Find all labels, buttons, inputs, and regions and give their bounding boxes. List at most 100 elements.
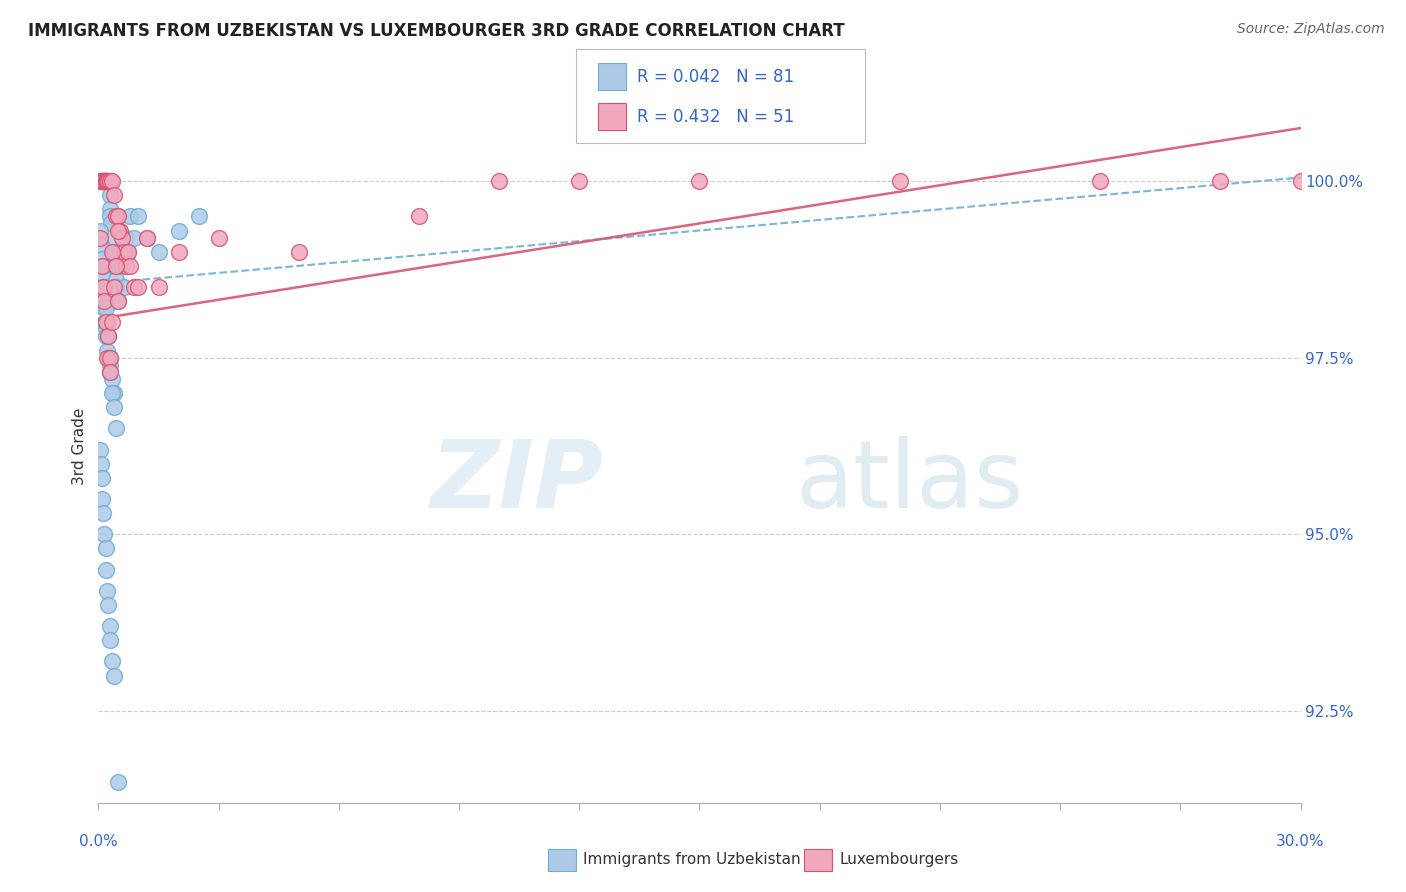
Point — [101, 244, 124, 259]
Point — [91, 259, 114, 273]
Point — [94, 315, 117, 329]
Point — [689, 174, 711, 188]
Point — [120, 210, 142, 224]
Point — [91, 506, 114, 520]
Point — [96, 583, 118, 598]
Point — [167, 244, 190, 259]
Point — [93, 301, 115, 316]
Point — [89, 223, 111, 237]
Text: R = 0.432   N = 51: R = 0.432 N = 51 — [637, 108, 794, 126]
Point — [91, 471, 114, 485]
Point — [96, 315, 118, 329]
Point — [96, 174, 118, 188]
Point — [103, 400, 125, 414]
Point — [89, 174, 111, 188]
Point — [103, 188, 125, 202]
Point — [98, 188, 121, 202]
Y-axis label: 3rd Grade: 3rd Grade — [72, 408, 87, 484]
Point — [91, 491, 114, 506]
Point — [97, 174, 120, 188]
Text: Source: ZipAtlas.com: Source: ZipAtlas.com — [1237, 22, 1385, 37]
Point — [93, 174, 115, 188]
Point — [103, 668, 125, 682]
Point — [1209, 174, 1232, 188]
Point — [288, 244, 311, 259]
Text: 30.0%: 30.0% — [1277, 834, 1324, 849]
Point — [94, 174, 117, 188]
Point — [889, 174, 911, 188]
Point — [94, 174, 117, 188]
Point — [90, 259, 112, 273]
Point — [91, 174, 114, 188]
Point — [105, 421, 128, 435]
Point — [148, 244, 170, 259]
Point — [100, 633, 122, 648]
Point — [97, 174, 120, 188]
Point — [100, 210, 122, 224]
Point — [187, 210, 209, 224]
Point — [97, 329, 120, 343]
Point — [96, 174, 118, 188]
Point — [98, 174, 121, 188]
Point — [100, 174, 122, 188]
Point — [107, 210, 129, 224]
Point — [91, 280, 114, 294]
Point — [89, 442, 111, 457]
Point — [100, 365, 122, 379]
Point — [568, 174, 591, 188]
Point — [98, 358, 121, 372]
Point — [135, 230, 157, 244]
Point — [111, 230, 134, 244]
Point — [96, 343, 118, 358]
Point — [107, 223, 129, 237]
Point — [115, 230, 138, 244]
Point — [89, 230, 111, 244]
Point — [93, 174, 115, 188]
Point — [101, 230, 124, 244]
Point — [208, 230, 231, 244]
Point — [135, 230, 157, 244]
Point — [93, 294, 115, 309]
Point — [93, 174, 115, 188]
Point — [94, 174, 117, 188]
Point — [124, 280, 146, 294]
Point — [124, 230, 146, 244]
Point — [91, 252, 114, 266]
Point — [94, 174, 117, 188]
Point — [98, 351, 121, 365]
Point — [94, 541, 117, 556]
Text: ZIP: ZIP — [430, 435, 603, 528]
Point — [101, 372, 124, 386]
Point — [97, 351, 120, 365]
Point — [93, 294, 115, 309]
Point — [91, 174, 114, 188]
Point — [90, 174, 112, 188]
Point — [115, 259, 138, 273]
Point — [98, 351, 121, 365]
Point — [93, 280, 115, 294]
Point — [103, 244, 125, 259]
Text: IMMIGRANTS FROM UZBEKISTAN VS LUXEMBOURGER 3RD GRADE CORRELATION CHART: IMMIGRANTS FROM UZBEKISTAN VS LUXEMBOURG… — [28, 22, 845, 40]
Point — [167, 223, 190, 237]
Point — [96, 174, 118, 188]
Point — [98, 619, 121, 633]
Point — [114, 244, 136, 259]
Point — [89, 174, 111, 188]
Point — [90, 237, 112, 252]
Point — [111, 259, 134, 273]
Point — [128, 210, 150, 224]
Point — [107, 294, 129, 309]
Point — [100, 365, 122, 379]
Point — [96, 174, 118, 188]
Point — [91, 174, 114, 188]
Point — [97, 598, 120, 612]
Point — [101, 174, 124, 188]
Point — [120, 259, 142, 273]
Point — [94, 315, 117, 329]
Point — [97, 329, 120, 343]
Text: 0.0%: 0.0% — [79, 834, 118, 849]
Point — [93, 527, 115, 541]
Point — [110, 223, 132, 237]
Point — [94, 301, 117, 316]
Point — [91, 280, 114, 294]
